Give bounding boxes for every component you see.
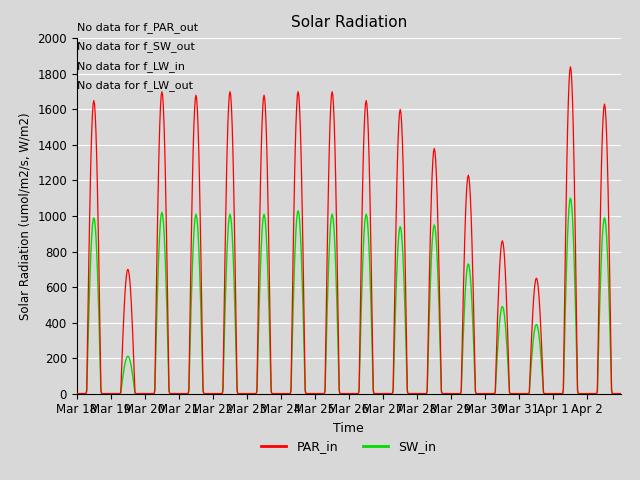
Legend: PAR_in, SW_in: PAR_in, SW_in: [257, 435, 441, 458]
Text: No data for f_LW_in: No data for f_LW_in: [77, 61, 185, 72]
Title: Solar Radiation: Solar Radiation: [291, 15, 407, 30]
Text: No data for f_PAR_out: No data for f_PAR_out: [77, 22, 198, 33]
Text: No data for f_LW_out: No data for f_LW_out: [77, 80, 193, 91]
X-axis label: Time: Time: [333, 422, 364, 435]
Y-axis label: Solar Radiation (umol/m2/s, W/m2): Solar Radiation (umol/m2/s, W/m2): [19, 112, 32, 320]
Text: No data for f_SW_out: No data for f_SW_out: [77, 41, 195, 52]
